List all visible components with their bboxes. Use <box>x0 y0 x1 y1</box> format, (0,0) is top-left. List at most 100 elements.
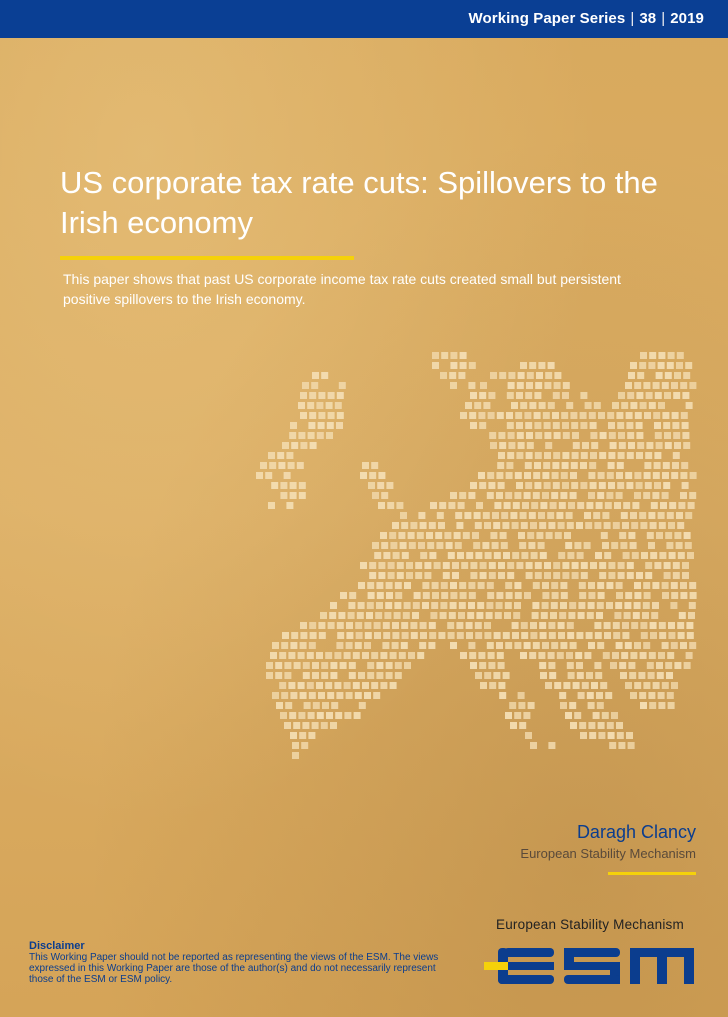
map-dot <box>553 392 560 399</box>
map-dot <box>559 692 566 699</box>
map-dot <box>619 662 626 669</box>
map-dot <box>487 642 494 649</box>
map-dot <box>376 602 383 609</box>
map-dot <box>480 572 487 579</box>
map-dot <box>612 652 619 659</box>
map-dot <box>588 642 595 649</box>
map-dot <box>368 482 375 489</box>
map-dot <box>419 642 426 649</box>
map-dot <box>466 552 473 559</box>
map-dot <box>658 352 665 359</box>
map-dot <box>373 692 380 699</box>
map-dot <box>277 452 284 459</box>
map-dot <box>664 432 671 439</box>
map-dot <box>577 502 584 509</box>
map-dot <box>589 732 596 739</box>
map-dot <box>420 622 427 629</box>
map-dot <box>488 482 495 489</box>
map-dot <box>545 682 552 689</box>
map-dot <box>667 512 674 519</box>
map-dot <box>673 452 680 459</box>
map-dot <box>383 552 390 559</box>
map-dot <box>634 472 641 479</box>
map-dot <box>626 732 633 739</box>
map-dot <box>552 472 559 479</box>
map-dot <box>567 622 574 629</box>
map-dot <box>515 472 522 479</box>
map-dot <box>526 432 533 439</box>
map-dot <box>496 492 503 499</box>
map-dot <box>505 602 512 609</box>
map-dot <box>337 632 344 639</box>
map-dot <box>585 402 592 409</box>
map-dot <box>566 512 573 519</box>
map-dot <box>580 462 587 469</box>
map-dot <box>378 502 385 509</box>
map-dot <box>493 522 500 529</box>
map-dot <box>302 382 309 389</box>
map-dot <box>374 622 381 629</box>
map-dot <box>302 722 309 729</box>
map-dot <box>256 472 263 479</box>
map-dot <box>649 702 656 709</box>
map-dot <box>535 452 542 459</box>
map-dot <box>456 622 463 629</box>
map-dot <box>381 492 388 499</box>
map-dot <box>318 622 325 629</box>
map-dot <box>545 442 552 449</box>
map-dot <box>575 652 582 659</box>
map-dot <box>378 572 385 579</box>
map-dot <box>330 602 337 609</box>
map-dot <box>596 612 603 619</box>
map-dot <box>577 672 584 679</box>
map-dot <box>328 392 335 399</box>
map-dot <box>532 602 539 609</box>
map-dot <box>468 602 475 609</box>
map-dot <box>542 582 549 589</box>
map-dot <box>625 382 632 389</box>
map-dot <box>657 672 664 679</box>
map-dot <box>424 572 431 579</box>
map-dot <box>643 492 650 499</box>
map-dot <box>674 372 681 379</box>
map-dot <box>543 462 550 469</box>
map-dot <box>346 692 353 699</box>
map-dot <box>584 512 591 519</box>
map-dot <box>358 582 365 589</box>
map-dot <box>667 362 674 369</box>
map-dot <box>518 532 525 539</box>
map-dot <box>673 432 680 439</box>
map-dot <box>346 632 353 639</box>
map-dot <box>597 492 604 499</box>
map-dot <box>468 492 475 499</box>
map-dot <box>668 702 675 709</box>
map-dot <box>681 412 688 419</box>
map-dot <box>665 532 672 539</box>
map-dot <box>282 442 289 449</box>
map-dot <box>671 592 678 599</box>
map-dot <box>360 562 367 569</box>
map-dot <box>326 432 333 439</box>
map-dot <box>512 552 519 559</box>
map-dot <box>668 622 675 629</box>
map-dot <box>630 402 637 409</box>
map-dot <box>506 592 513 599</box>
map-dot <box>584 652 591 659</box>
map-dot <box>429 622 436 629</box>
map-dot <box>430 502 437 509</box>
map-dot <box>581 452 588 459</box>
map-dot <box>494 552 501 559</box>
map-dot <box>460 652 467 659</box>
map-dot <box>554 382 561 389</box>
map-dot <box>563 682 570 689</box>
map-dot <box>432 592 439 599</box>
map-dot <box>486 612 493 619</box>
map-dot <box>615 602 622 609</box>
map-dot <box>501 512 508 519</box>
map-dot <box>412 612 419 619</box>
map-dot <box>508 432 515 439</box>
author-underline <box>608 872 696 875</box>
map-dot <box>643 382 650 389</box>
map-dot <box>397 572 404 579</box>
map-dot <box>278 462 285 469</box>
